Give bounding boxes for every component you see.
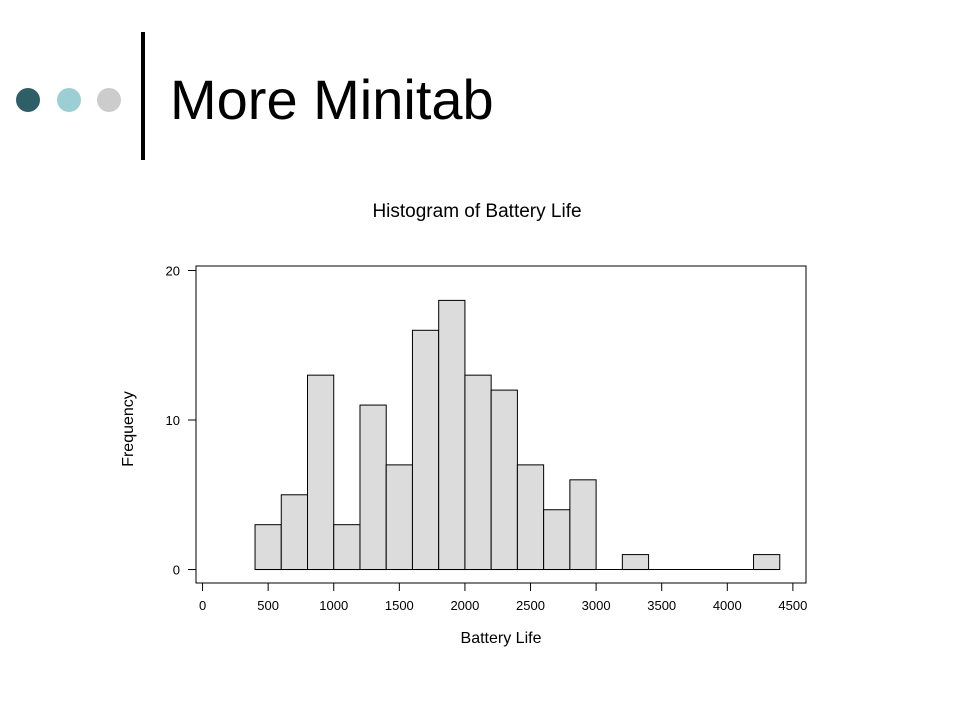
histogram-bar [359,404,387,571]
bullet-dot-light-teal [57,88,81,112]
chart-title: Histogram of Battery Life [372,201,581,222]
histogram-bar [333,524,361,571]
bullet-dot-dark-teal [16,88,40,112]
histogram-bar [307,374,335,571]
y-tick-label: 10 [166,413,180,428]
x-tick-label: 3000 [582,598,611,613]
x-tick-label: 0 [199,598,206,613]
histogram-bar [516,464,545,571]
x-tick-label: 1000 [319,598,348,613]
slide-title: More Minitab [170,68,494,131]
y-axis-label: Frequency [120,391,137,467]
histogram-bar [621,554,650,571]
histogram-bar [543,509,571,571]
histogram-bar [569,479,597,571]
x-tick-label: 1500 [385,598,414,613]
histogram-bar [385,464,413,571]
histogram-bar [280,494,309,571]
title-accent-bar [141,32,145,160]
x-tick-label: 2500 [516,598,545,613]
x-tick-label: 500 [257,598,279,613]
x-tick-label: 4000 [713,598,742,613]
histogram-bar [411,329,440,571]
y-tick-label: 20 [166,263,180,278]
bars-layer [254,299,781,571]
x-tick-label: 4500 [778,598,807,613]
x-tick-label: 3500 [647,598,676,613]
x-axis: 0 500 1000 1500 2000 2500 3000 3500 4000 4500 [199,583,807,613]
plot-area-frame [195,265,807,584]
histogram-bar [490,389,518,571]
histogram-bar [753,554,781,571]
x-tick-label: 2000 [450,598,479,613]
y-tick-label: 0 [173,563,180,578]
histogram-bar [464,374,492,571]
bullet-dot-gray [97,88,121,112]
histogram-bar [254,524,282,571]
histogram-bar [438,299,466,571]
x-axis-label: Battery Life [461,630,542,647]
y-axis: 0 10 20 [166,263,196,578]
